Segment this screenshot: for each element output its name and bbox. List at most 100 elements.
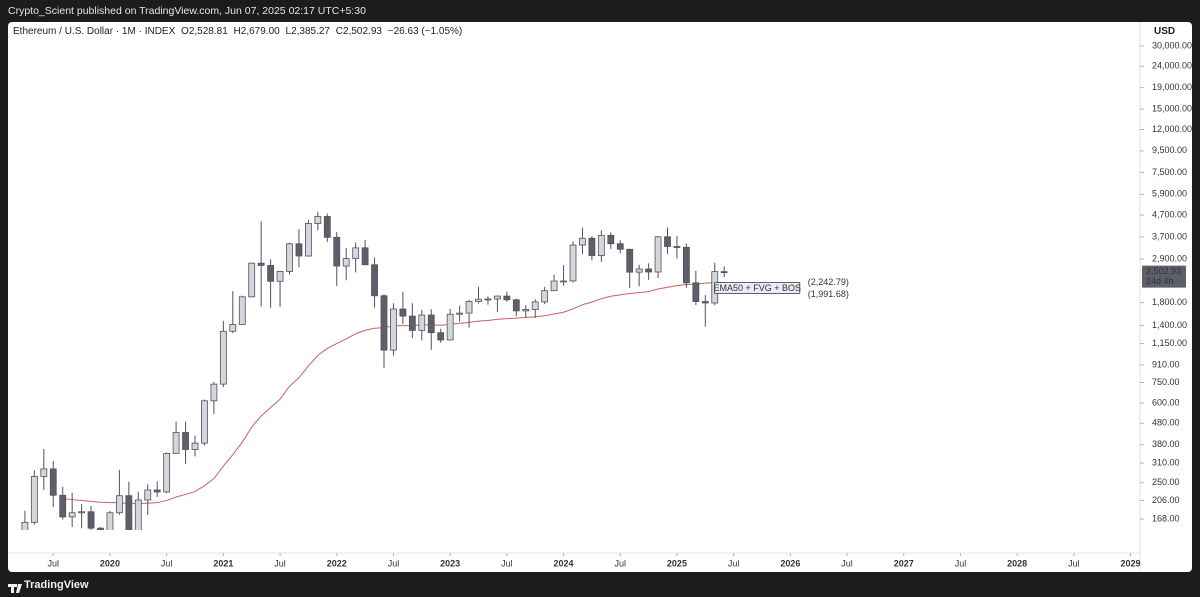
candle-body	[645, 268, 652, 273]
candle-body	[210, 383, 218, 402]
candle-body	[635, 268, 643, 273]
candle-body	[390, 308, 397, 351]
candle-body	[399, 308, 407, 317]
currency: USD	[1154, 26, 1176, 37]
candle-body	[531, 301, 539, 310]
symbol-info: Ethereum / U.S. Dollar · 1M · INDEX O2,5…	[13, 26, 465, 37]
candle-body	[475, 298, 482, 302]
tv-logo	[8, 584, 22, 593]
candle-body	[579, 237, 586, 246]
x-tick-label: Jul	[955, 558, 967, 568]
candle-body	[191, 442, 199, 450]
annotation-box	[714, 282, 801, 294]
x-tick-label: 2028	[1007, 558, 1027, 568]
ohlc-value: 2,679.00	[240, 26, 280, 37]
candle-body	[314, 216, 322, 224]
plot-area	[21, 211, 728, 530]
annotation-top-label: (2,242.79)	[808, 277, 849, 287]
x-tick-label: Jul	[501, 558, 513, 568]
x-tick-label: 2025	[667, 558, 687, 568]
ohlc-high: H2,679.00	[234, 26, 280, 37]
y-tick-label: 600.00	[1152, 397, 1180, 407]
y-tick-label: 19,000.00	[1152, 82, 1192, 92]
candle-body	[267, 265, 275, 282]
candle-body	[664, 236, 671, 247]
candle-body	[21, 521, 29, 530]
candle-body	[692, 282, 700, 302]
y-tick-label: 206.00	[1152, 495, 1180, 505]
countdown-label: 24d 4h	[1146, 276, 1174, 286]
symbol-title: Ethereum / U.S. Dollar · 1M · INDEX	[13, 26, 176, 37]
candle-body	[352, 247, 360, 259]
candle-body	[106, 512, 114, 530]
ohlc-key: O	[181, 26, 189, 37]
y-tick-label: 30,000.00	[1152, 40, 1192, 50]
candle-body	[588, 237, 596, 256]
candle-body	[550, 280, 558, 292]
candle-body	[446, 313, 454, 341]
candle-body	[569, 244, 577, 282]
candle-body	[295, 243, 303, 257]
last-price-label: 2,502.93	[1146, 266, 1181, 276]
ohlc-value: 2,528.81	[188, 26, 228, 37]
candle-body	[219, 330, 227, 385]
y-tick-label: 910.00	[1152, 359, 1180, 369]
x-tick-label: Jul	[47, 558, 59, 568]
candle-body	[78, 511, 85, 514]
x-tick-label: Jul	[388, 558, 400, 568]
x-tick-label: 2023	[440, 558, 460, 568]
candle-body	[238, 296, 246, 325]
x-tick-label: 2022	[327, 558, 347, 568]
y-tick-label: 15,000.00	[1152, 104, 1192, 114]
candle-body	[229, 324, 237, 332]
ohlc-value: 2,502.93	[343, 26, 382, 37]
candle-body	[248, 262, 256, 298]
y-tick-label: 480.00	[1152, 418, 1180, 428]
candle-body	[720, 271, 728, 274]
candle-body	[87, 511, 95, 529]
y-tick-label: 9,500.00	[1152, 145, 1187, 155]
candle-body	[125, 495, 133, 530]
chart-panel	[8, 22, 1192, 572]
candle-body	[286, 243, 293, 272]
candle-body	[607, 234, 615, 245]
ohlc-low: L2,385.27	[286, 26, 331, 37]
y-tick-label: 5,900.00	[1152, 189, 1187, 199]
x-tick-label: Jul	[728, 558, 740, 568]
y-tick-label: 1,400.00	[1152, 320, 1187, 330]
candle-body	[512, 299, 520, 312]
candle-body	[40, 468, 48, 477]
candle-body	[673, 246, 681, 248]
x-tick-label: 2029	[1121, 558, 1141, 568]
candle-body	[144, 489, 152, 501]
candle-body	[97, 527, 104, 530]
candle-body	[493, 295, 501, 300]
y-tick-label: 2,900.00	[1152, 254, 1187, 264]
x-tick-label: 2024	[554, 558, 574, 568]
candle-body	[49, 468, 57, 496]
candle-body	[68, 512, 76, 518]
y-tick-label: 24,000.00	[1152, 61, 1192, 71]
y-tick-label: 3,700.00	[1152, 231, 1187, 241]
candle-body	[172, 432, 180, 454]
ohlc-key: H	[233, 26, 241, 37]
candle-body	[163, 452, 171, 493]
candle-body	[257, 262, 265, 266]
candle-body	[276, 271, 284, 282]
y-tick-label: 750.00	[1152, 377, 1180, 387]
candle-body	[503, 295, 511, 301]
candle-body	[153, 489, 161, 493]
x-tick-label: Jul	[841, 558, 853, 568]
candle-body	[597, 234, 605, 256]
candle-body	[683, 246, 690, 284]
ohlc-open: O2,528.81	[181, 26, 228, 37]
candle-body	[134, 499, 142, 530]
y-tick-label: 12,000.00	[1152, 124, 1192, 134]
x-tick-label: Jul	[1068, 558, 1080, 568]
ohlc-key: C	[335, 26, 344, 37]
y-tick-label: 1,800.00	[1152, 297, 1187, 307]
x-tick-label: 2027	[894, 558, 914, 568]
candle-body	[116, 495, 123, 514]
